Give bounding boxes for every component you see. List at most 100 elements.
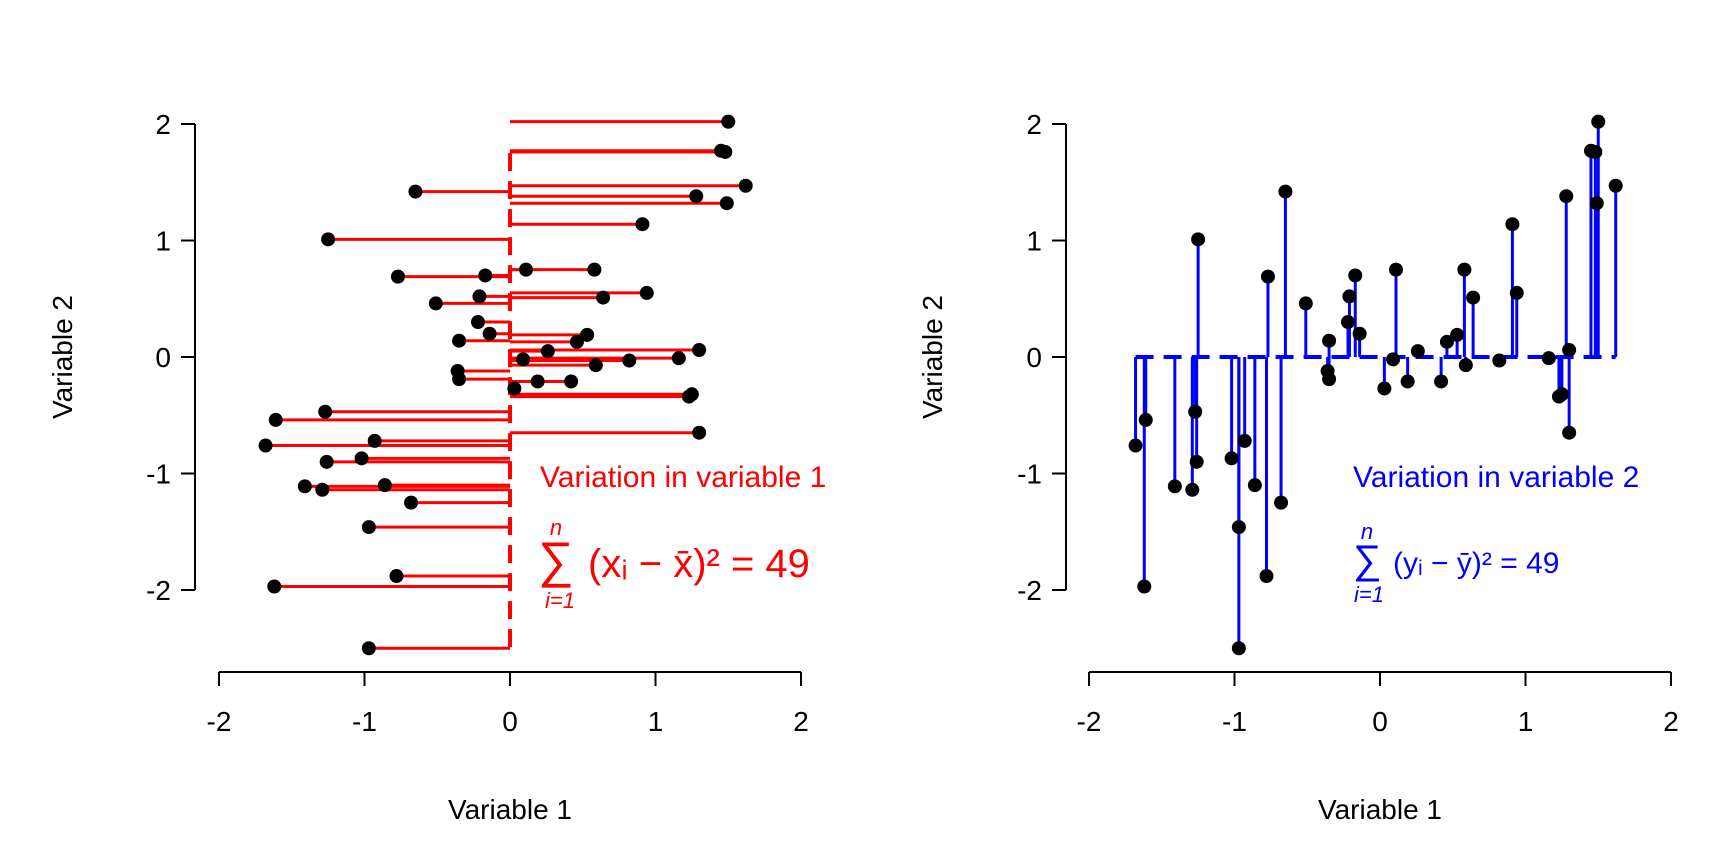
data-point <box>452 372 467 387</box>
data-point <box>319 454 334 469</box>
left-points <box>258 114 753 656</box>
left-sum-upper-limit: n <box>550 515 562 540</box>
left-y-axis-label: Variable 2 <box>47 295 78 419</box>
data-point <box>1509 285 1524 300</box>
data-point <box>692 425 707 440</box>
data-point <box>1589 196 1604 211</box>
x-tick-label: 1 <box>1518 706 1534 737</box>
data-point <box>1377 381 1392 396</box>
data-point <box>1434 374 1449 389</box>
data-point <box>377 478 392 493</box>
data-point <box>692 343 707 358</box>
data-point <box>1259 569 1274 584</box>
data-point <box>1352 326 1367 341</box>
data-point <box>1274 495 1289 510</box>
data-point <box>1237 433 1252 448</box>
data-point <box>639 285 654 300</box>
data-point <box>361 520 376 535</box>
data-point <box>1167 479 1182 494</box>
data-point <box>1588 144 1603 159</box>
data-point <box>1138 412 1153 427</box>
data-point <box>1389 262 1404 277</box>
data-point <box>721 114 736 129</box>
data-point <box>321 232 336 247</box>
data-point <box>1450 327 1465 342</box>
data-point <box>404 495 419 510</box>
data-point <box>1260 269 1275 284</box>
x-tick-label: -2 <box>207 706 232 737</box>
right-formula-body: (yᵢ − ȳ)² = 49 <box>1393 547 1559 580</box>
data-point <box>297 479 312 494</box>
x-tick-label: -2 <box>1077 706 1102 737</box>
data-point <box>1137 579 1152 594</box>
left-x-ticks: -2 -1 0 1 2 <box>207 672 809 737</box>
data-point <box>516 352 531 367</box>
y-tick-label: -1 <box>146 459 171 490</box>
data-point <box>1458 358 1473 373</box>
left-sum-lower-limit: i=1 <box>545 588 575 613</box>
data-point <box>519 262 534 277</box>
right-y-axis: -2 -1 0 1 2 <box>1017 109 1067 606</box>
data-point <box>470 315 485 330</box>
data-point <box>588 358 603 373</box>
right-annotation-title: Variation in variable 2 <box>1353 461 1639 494</box>
data-point <box>1562 343 1577 358</box>
y-tick-label: -2 <box>1017 575 1042 606</box>
data-point <box>1278 184 1293 199</box>
data-point <box>681 389 696 404</box>
left-annotation-title: Variation in variable 1 <box>540 461 826 494</box>
data-point <box>1457 262 1472 277</box>
left-formula-body: (xᵢ − x̄)² = 49 <box>588 542 810 586</box>
data-point <box>718 144 733 159</box>
data-point <box>1231 641 1246 656</box>
right-panel: -2 -1 0 1 2 -2 -1 0 1 2 Variable 1 Variable 2 Va… <box>917 109 1679 825</box>
data-point <box>1348 268 1363 283</box>
data-point <box>1608 178 1623 193</box>
data-point <box>1551 389 1566 404</box>
data-point <box>738 178 753 193</box>
data-point <box>1541 351 1556 366</box>
data-point <box>580 327 595 342</box>
data-point <box>540 344 555 359</box>
x-tick-label: 1 <box>648 706 664 737</box>
data-point <box>361 641 376 656</box>
data-point <box>482 326 497 341</box>
data-point <box>1231 520 1246 535</box>
y-tick-label: 0 <box>155 342 171 373</box>
data-point <box>1591 114 1606 129</box>
data-point <box>1400 374 1415 389</box>
right-x-ticks: -2 -1 0 1 2 <box>1077 672 1679 737</box>
right-y-ticks: -2 -1 0 1 2 <box>1017 109 1066 606</box>
y-tick-label: 0 <box>1026 342 1042 373</box>
y-tick-label: 1 <box>1026 226 1042 257</box>
y-tick-label: 2 <box>155 109 171 140</box>
data-point <box>635 217 650 232</box>
data-point <box>1559 189 1574 204</box>
data-point <box>1128 438 1143 453</box>
right-sum-symbol: ∑ <box>1353 538 1382 582</box>
data-point <box>587 262 602 277</box>
data-point <box>318 404 333 419</box>
data-point <box>1466 290 1481 305</box>
x-tick-label: 0 <box>502 706 518 737</box>
x-tick-label: -1 <box>352 706 377 737</box>
data-point <box>1322 333 1337 348</box>
data-point <box>354 451 369 466</box>
data-point <box>472 289 487 304</box>
data-point <box>1247 478 1262 493</box>
left-y-ticks: -2 -1 0 1 2 <box>146 109 195 606</box>
data-point <box>315 482 330 497</box>
y-tick-label: 2 <box>1026 109 1042 140</box>
data-point <box>622 353 637 368</box>
data-point <box>1439 334 1454 349</box>
left-x-axis: -2 -1 0 1 2 <box>207 671 809 737</box>
data-point <box>1298 296 1313 311</box>
x-tick-label: 0 <box>1372 706 1388 737</box>
data-point <box>530 374 545 389</box>
x-tick-label: -1 <box>1222 706 1247 737</box>
left-x-axis-label: Variable 1 <box>448 794 572 825</box>
data-point <box>719 196 734 211</box>
y-tick-label: -2 <box>146 575 171 606</box>
